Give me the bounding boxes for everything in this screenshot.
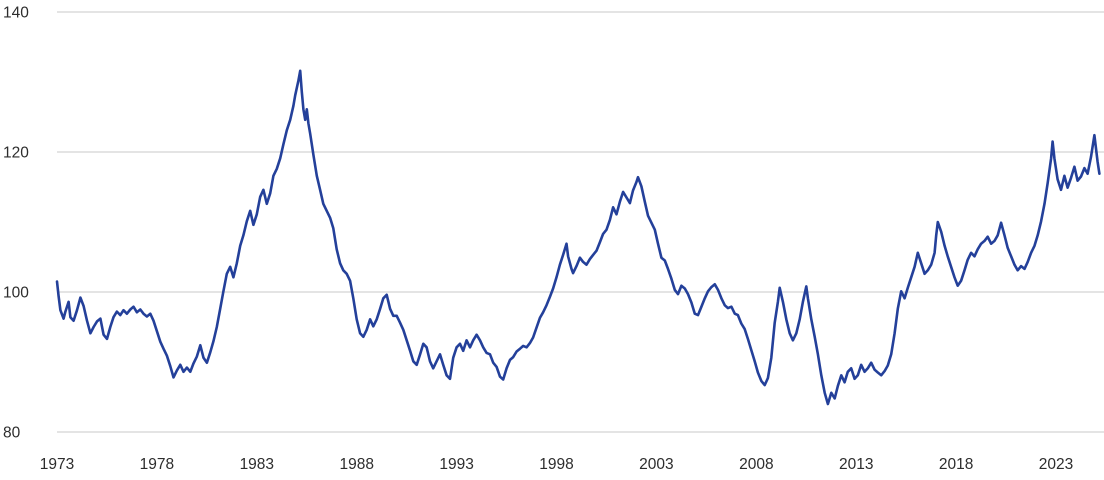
index-line-series-0 — [55, 69, 1101, 406]
x-tick-label-2008: 2008 — [739, 456, 773, 473]
x-tick-label-1993: 1993 — [439, 456, 473, 473]
x-tick-label-2023: 2023 — [1039, 456, 1073, 473]
y-tick-label-100: 100 — [3, 285, 29, 302]
x-tick-label-2013: 2013 — [839, 456, 873, 473]
y-tick-label-120: 120 — [3, 145, 29, 162]
x-tick-label-1988: 1988 — [339, 456, 373, 473]
y-tick-label-80: 80 — [3, 425, 21, 442]
y-tick-label-140: 140 — [3, 5, 29, 22]
x-tick-label-2018: 2018 — [939, 456, 973, 473]
x-tick-label-1978: 1978 — [140, 456, 174, 473]
x-tick-label-1983: 1983 — [240, 456, 274, 473]
x-tick-label-2003: 2003 — [639, 456, 673, 473]
x-tick-label-1998: 1998 — [539, 456, 573, 473]
x-tick-label-1973: 1973 — [40, 456, 74, 473]
